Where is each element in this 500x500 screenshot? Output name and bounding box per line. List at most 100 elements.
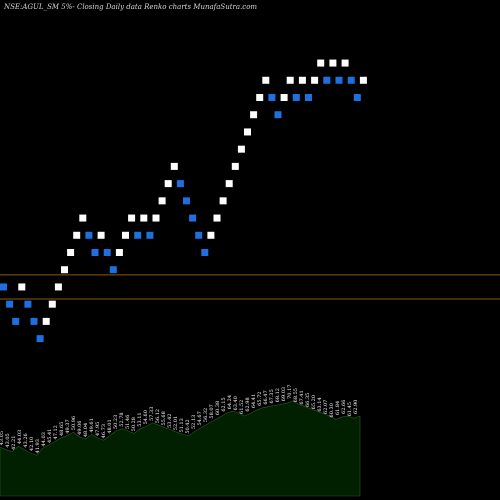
volume-label: 52.01 [173, 416, 179, 430]
renko-bricks [0, 59, 367, 343]
volume-label: 53.42 [167, 414, 173, 428]
renko-brick-down [268, 94, 276, 101]
volume-label: 64.41 [251, 394, 257, 408]
volume-label: 41.93 [35, 439, 41, 453]
renko-brick-up [213, 214, 221, 222]
renko-brick-up [341, 59, 349, 67]
volume-label: 60.30 [329, 403, 335, 417]
renko-brick-down [103, 249, 111, 256]
renko-brick-down [183, 197, 190, 205]
volume-label: 62.15 [221, 397, 227, 411]
volume-label: 50.96 [71, 416, 77, 430]
renko-brick-up [115, 249, 123, 256]
volume-label: 46.73 [101, 424, 107, 438]
volume-label: 61.52 [239, 400, 245, 414]
renko-brick-up [97, 231, 105, 239]
volume-label: 48.04 [83, 423, 89, 437]
volume-label: 61.84 [335, 401, 341, 415]
renko-brick-down [323, 76, 331, 84]
renko-brick-up [311, 76, 319, 84]
volume-label: 63.14 [317, 397, 323, 411]
volume-label: 54.67 [197, 411, 203, 425]
renko-brick-down [12, 317, 20, 325]
volume-label: 62.90 [353, 400, 359, 414]
volume-label: 62.07 [323, 400, 329, 414]
renko-brick-down [85, 231, 93, 239]
volume-label: 57.33 [149, 407, 155, 421]
volume-label: 60.38 [215, 401, 221, 415]
volume-label: 42.10 [29, 437, 35, 451]
volume-label: 54.60 [143, 410, 149, 424]
renko-brick-down [134, 231, 142, 239]
volume-label: 48.65 [59, 422, 65, 436]
renko-brick-up [128, 214, 136, 222]
volume-label: 51.13 [179, 418, 185, 432]
renko-brick-up [237, 145, 245, 153]
renko-brick-up [207, 231, 215, 239]
renko-brick-up [231, 162, 239, 170]
renko-brick-up [152, 214, 160, 222]
volume-label: 45.41 [47, 429, 53, 443]
renko-brick-down [195, 231, 203, 239]
renko-brick-up [359, 76, 367, 84]
volume-label: 61.45 [347, 402, 353, 416]
renko-brick-down [6, 300, 14, 308]
volume-label: 65.20 [311, 395, 317, 409]
renko-brick-up [67, 249, 75, 256]
volume-label: 66.47 [263, 390, 269, 404]
volume-label: 42.21 [11, 436, 17, 450]
volume-label: 44.03 [41, 432, 47, 446]
volume-label: 48.01 [107, 419, 113, 433]
renko-brick-up [73, 231, 81, 239]
renko-brick-up [170, 162, 178, 170]
volume-label: 67.35 [269, 389, 275, 403]
volume-label: 44.03 [17, 430, 23, 444]
renko-brick-up [140, 214, 148, 222]
renko-brick-down [292, 94, 300, 101]
renko-brick-down [30, 317, 38, 325]
renko-brick-down [91, 249, 99, 256]
volume-label: 68.55 [293, 388, 299, 402]
volume-label: 67.41 [299, 390, 305, 404]
renko-brick-down [36, 335, 44, 343]
renko-brick-up [280, 94, 288, 101]
volume-label: 63.40 [233, 396, 239, 410]
renko-brick-up [256, 94, 264, 101]
renko-brick-up [317, 59, 325, 67]
volume-label: 50.42 [185, 419, 191, 433]
volume-label: 68.12 [275, 388, 281, 402]
volume-label: 47.12 [53, 425, 59, 439]
volume-label: 69.03 [281, 387, 287, 401]
volume-label: 70.17 [287, 385, 293, 399]
volume-label: 43.05 [5, 433, 11, 447]
volume-label: 56.12 [155, 409, 161, 423]
volume-label: 47.95 [95, 422, 101, 436]
volume-area [0, 400, 361, 497]
volume-label: 53.11 [137, 412, 143, 426]
volume-label: 62.98 [245, 397, 251, 411]
renko-brick-up [250, 111, 258, 119]
volume-label: 49.61 [89, 418, 95, 432]
volume-label: 50.28 [131, 417, 137, 431]
chart-caption: NSE:AGUL_SM 5%- Closing Daily data Renko… [3, 3, 257, 11]
volume-label: 49.37 [65, 419, 71, 433]
renko-brick-down [274, 111, 282, 119]
renko-brick-down [353, 94, 361, 101]
renko-brick-up [79, 214, 87, 222]
renko-brick-up [48, 300, 56, 308]
renko-brick-up [225, 180, 233, 188]
renko-brick-down [176, 180, 184, 188]
volume-label: 52.78 [119, 412, 125, 426]
volume-label: 55.68 [161, 411, 167, 425]
renko-brick-down [24, 300, 32, 308]
renko-brick-down [347, 76, 355, 84]
renko-brick-up [244, 128, 251, 136]
renko-brick-up [42, 317, 50, 325]
renko-brick-down [335, 76, 343, 84]
volume-label: 51.46 [125, 415, 131, 429]
renko-brick-up [54, 283, 62, 291]
renko-brick-up [164, 180, 172, 188]
volume-label: 65.72 [257, 392, 263, 406]
renko-brick-up [158, 197, 166, 205]
volume-label: 43.26 [23, 433, 29, 447]
